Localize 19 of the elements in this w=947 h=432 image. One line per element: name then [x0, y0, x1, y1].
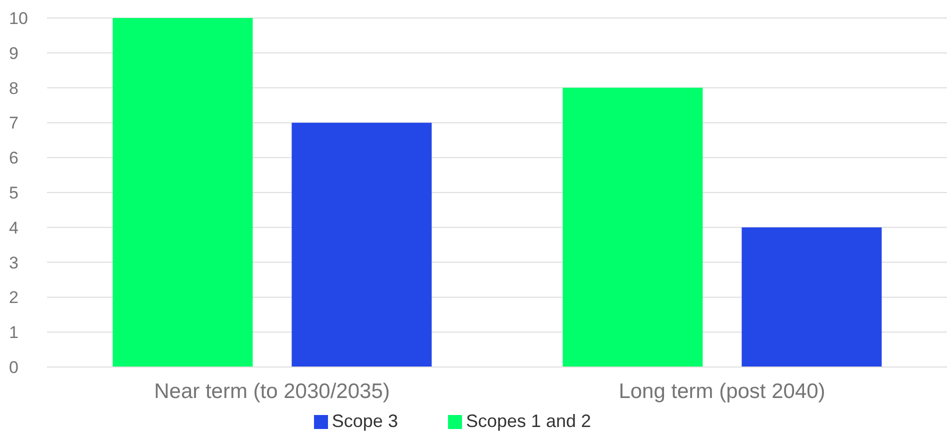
y-tick-label: 4: [9, 218, 18, 238]
x-tick-label: Near term (to 2030/2035): [154, 380, 390, 403]
y-tick-label: 5: [9, 184, 18, 203]
legend-label: Scopes 1 and 2: [466, 411, 592, 431]
y-tick-label: 7: [9, 114, 18, 133]
y-tick-label: 10: [9, 9, 28, 28]
bar: [292, 122, 432, 367]
bar: [112, 18, 253, 367]
y-tick-label: 1: [9, 323, 18, 342]
x-tick-label: Long term (post 2040): [618, 380, 826, 403]
y-tick-label: 6: [9, 148, 18, 168]
y-tick-label: 3: [9, 253, 18, 272]
y-tick-label: 0: [9, 358, 18, 378]
legend-label: Scope 3: [332, 411, 398, 431]
y-tick-label: 8: [9, 78, 18, 98]
y-tick-label: 2: [9, 288, 18, 308]
y-tick-label: 9: [9, 44, 18, 63]
bar: [742, 227, 882, 367]
bar: [562, 88, 703, 367]
